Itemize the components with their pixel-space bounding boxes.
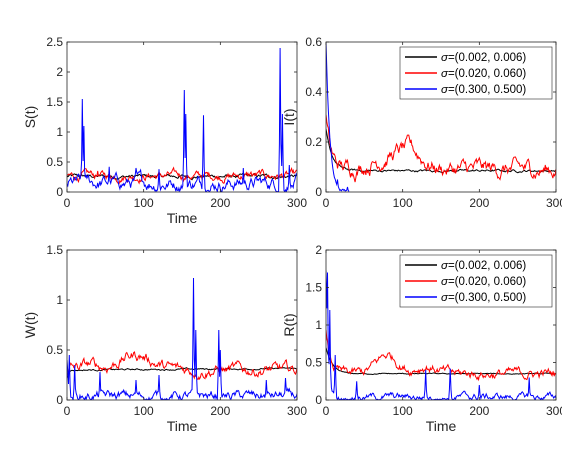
y-tick-label: 0.5 <box>305 356 322 370</box>
subplot-2: 0 100 200 300 0 0.2 0.4 0.6 I(t) σ=(0.002, 0.006)… <box>281 35 562 210</box>
axes-background <box>67 250 297 400</box>
series-line-mid <box>326 114 556 183</box>
legend: σ=(0.002, 0.006) σ=(0.020, 0.060) σ=(0.300… <box>399 254 553 308</box>
y-tick-label: 2 <box>56 65 63 79</box>
axes-frame <box>325 41 557 193</box>
x-axis-label: Time <box>426 418 457 434</box>
legend-entry-label: σ=(0.020, 0.060) <box>441 68 526 80</box>
series-line-large <box>67 47 297 192</box>
y-tick-label: 0.2 <box>305 135 322 149</box>
y-tick-label: 1.5 <box>46 243 63 257</box>
y-axis-label: I(t) <box>281 108 297 125</box>
legend-entry-label: σ=(0.300, 0.500) <box>441 84 526 96</box>
y-tick-label: 0.4 <box>305 85 322 99</box>
axes-frame <box>66 249 298 401</box>
x-tick-label: 0 <box>64 196 71 210</box>
x-tick-label: 0 <box>64 404 71 418</box>
y-tick-label: 0.6 <box>305 35 322 49</box>
legend-entry-label: σ=(0.002, 0.006) <box>441 260 526 272</box>
y-tick-label: 0.5 <box>46 343 63 357</box>
series-line-mid <box>67 351 297 381</box>
subplot-1: 0 100 200 300 0 0.5 1 1.5 2 2.5 Time S(t) <box>22 35 307 226</box>
x-tick-label: 300 <box>287 196 307 210</box>
series-line-large <box>326 42 350 192</box>
x-tick-label: 300 <box>287 404 307 418</box>
x-tick-label: 0 <box>323 404 330 418</box>
subplot-4: 0 100 200 300 0 0.5 1 1.5 2 Time R(t) σ=(0.002, 0.0… <box>281 243 562 434</box>
x-tick-label: 200 <box>469 196 489 210</box>
plot-area <box>326 42 556 192</box>
y-tick-label: 0.5 <box>46 155 63 169</box>
series-line-mid <box>326 329 556 382</box>
plot-area <box>67 277 297 400</box>
y-axis-label: R(t) <box>281 313 297 336</box>
x-tick-label: 0 <box>323 196 330 210</box>
axes-frame <box>66 41 298 193</box>
y-tick-label: 1 <box>56 125 63 139</box>
y-tick-label: 1 <box>315 318 322 332</box>
x-tick-label: 200 <box>210 196 230 210</box>
x-tick-label: 100 <box>134 196 154 210</box>
x-tick-label: 100 <box>393 196 413 210</box>
y-tick-label: 2 <box>315 243 322 257</box>
x-tick-label: 100 <box>393 404 413 418</box>
series-line-large <box>326 270 556 400</box>
series-line-large <box>67 277 297 400</box>
plot-area <box>326 270 556 400</box>
x-axis-label: Time <box>167 210 198 226</box>
series-line-mid <box>67 166 297 185</box>
legend-entry-label: σ=(0.002, 0.006) <box>441 52 526 64</box>
x-tick-label: 100 <box>134 404 154 418</box>
y-tick-label: 0 <box>56 185 63 199</box>
x-tick-label: 200 <box>210 404 230 418</box>
y-axis-label: W(t) <box>22 312 38 338</box>
y-tick-label: 0 <box>315 185 322 199</box>
subplot-3: 0 100 200 300 0 0.5 1 1.5 Time W(t) <box>22 243 307 434</box>
x-tick-label: 300 <box>546 196 562 210</box>
y-tick-label: 1.5 <box>46 95 63 109</box>
axes-background <box>67 42 297 192</box>
x-tick-label: 300 <box>546 404 562 418</box>
legend: σ=(0.002, 0.006) σ=(0.020, 0.060) σ=(0.300… <box>399 46 553 100</box>
x-tick-label: 200 <box>469 404 489 418</box>
y-axis-label: S(t) <box>22 106 38 129</box>
y-tick-label: 0 <box>56 393 63 407</box>
y-tick-label: 0 <box>315 393 322 407</box>
y-tick-label: 2.5 <box>46 35 63 49</box>
x-axis-label: Time <box>167 418 198 434</box>
y-tick-label: 1 <box>56 293 63 307</box>
plot-area <box>67 47 297 192</box>
legend-entry-label: σ=(0.300, 0.500) <box>441 292 526 304</box>
y-tick-label: 1.5 <box>305 281 322 295</box>
legend-entry-label: σ=(0.020, 0.060) <box>441 276 526 288</box>
